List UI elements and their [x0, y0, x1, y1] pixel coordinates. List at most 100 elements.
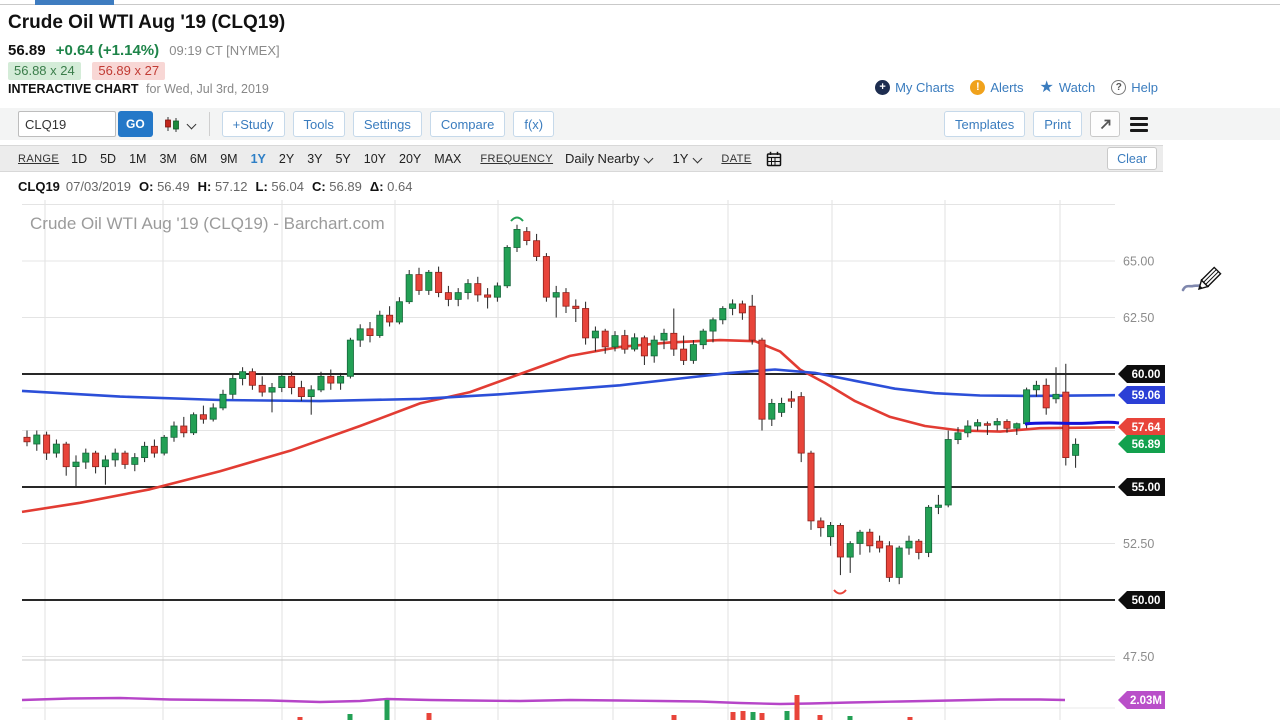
calendar-icon[interactable]	[766, 151, 782, 167]
candle-up	[268, 387, 276, 393]
candle-down	[572, 305, 580, 309]
candle-down	[199, 414, 207, 420]
candle-down	[62, 443, 70, 468]
functions-button[interactable]: f(x)	[513, 111, 555, 137]
alert-icon: !	[970, 80, 986, 95]
range-item-5d[interactable]: 5D	[100, 151, 117, 166]
settings-button[interactable]: Settings	[352, 111, 422, 137]
open-label: O:	[138, 179, 154, 194]
chart-type-dropdown[interactable]	[163, 116, 197, 133]
candle-down	[915, 540, 923, 553]
change-value: 0.64	[387, 179, 413, 194]
candle-down	[23, 436, 31, 443]
watch-label: Watch	[1058, 80, 1096, 95]
help-link[interactable]: ? Help	[1111, 80, 1158, 95]
alerts-link[interactable]: ! Alerts	[970, 80, 1024, 95]
volume-bar	[817, 715, 823, 720]
add-study-button[interactable]: +Study	[221, 111, 285, 137]
candle-up	[160, 436, 168, 454]
candle-down	[797, 396, 805, 454]
candle-down	[876, 540, 884, 549]
candle-up	[1023, 389, 1031, 425]
range-label[interactable]: RANGE	[18, 152, 60, 165]
price-badge	[1118, 478, 1165, 496]
menu-icon[interactable]	[1130, 116, 1148, 132]
tools-button[interactable]: Tools	[292, 111, 345, 137]
watch-link[interactable]: ★ Watch	[1040, 80, 1096, 96]
candle-up	[52, 443, 60, 454]
candle-up	[346, 339, 354, 377]
range-item-10y[interactable]: 10Y	[363, 151, 387, 166]
candle-down	[366, 328, 374, 336]
volume-bar	[759, 713, 765, 720]
price-chart-canvas[interactable]: Crude Oil WTI Aug '19 (CLQ19) - Barchart…	[0, 200, 1280, 720]
price-badge	[1118, 591, 1165, 609]
active-tab-indicator	[35, 0, 114, 5]
frequency-label[interactable]: FREQUENCY	[480, 152, 554, 165]
range-item-2y[interactable]: 2Y	[278, 151, 295, 166]
candle-up	[190, 414, 198, 434]
candle-up	[454, 292, 462, 300]
price-badge-text: 60.00	[1132, 369, 1161, 381]
candle-down	[621, 335, 629, 350]
quote-time: 09:19 CT [NYMEX]	[169, 43, 280, 58]
candle-up	[356, 328, 364, 341]
candle-down	[484, 294, 492, 298]
peak-marker	[510, 216, 524, 222]
candle-up	[954, 432, 962, 440]
range-item-20y[interactable]: 20Y	[399, 151, 422, 166]
range-item-1y[interactable]: 1Y	[250, 151, 266, 166]
date-label[interactable]: DATE	[721, 152, 752, 165]
range-item-max[interactable]: MAX	[434, 151, 462, 166]
go-button[interactable]: GO	[118, 111, 153, 137]
clear-button[interactable]: Clear	[1107, 147, 1157, 170]
candle-down	[787, 398, 795, 402]
volume-bar	[847, 716, 853, 720]
candle-down	[1042, 384, 1050, 409]
blue-ma-line	[21, 368, 1116, 403]
frequency-dropdown[interactable]: Daily Nearby	[565, 151, 654, 166]
candle-up	[993, 421, 1001, 426]
high-value: 57.12	[214, 179, 248, 194]
range-item-1d[interactable]: 1D	[71, 151, 88, 166]
candle-up	[934, 504, 942, 508]
candle-up	[317, 375, 325, 391]
plus-circle-icon: +	[875, 80, 891, 95]
high-label: H:	[197, 179, 212, 194]
candle-down	[807, 452, 815, 522]
compare-button[interactable]: Compare	[429, 111, 506, 137]
quick-links: + My Charts ! Alerts ★ Watch ? Help	[875, 80, 1158, 96]
range-item-3y[interactable]: 3Y	[307, 151, 323, 166]
candle-up	[111, 452, 119, 461]
open-value: 56.49	[157, 179, 190, 194]
candle-up	[660, 332, 668, 341]
ask-quote: 56.89 x 27	[92, 62, 166, 80]
symbol-input[interactable]	[18, 111, 116, 137]
candle-down	[1003, 421, 1011, 429]
candle-up	[376, 314, 384, 336]
print-button[interactable]: Print	[1033, 111, 1082, 137]
range-item-1m[interactable]: 1M	[129, 151, 147, 166]
price-badge	[1118, 365, 1165, 383]
candle-up	[307, 389, 315, 397]
candle-down	[670, 332, 678, 350]
candle-down	[297, 387, 305, 398]
range-item-6m[interactable]: 6M	[189, 151, 208, 166]
volume-bar	[750, 712, 756, 720]
price-change: +0.64 (+1.14%)	[55, 42, 160, 59]
range-item-9m[interactable]: 9M	[220, 151, 238, 166]
templates-button[interactable]: Templates	[944, 111, 1026, 137]
candle-up	[719, 308, 727, 321]
candle-down	[738, 303, 746, 314]
page-title: Crude Oil WTI Aug '19 (CLQ19)	[8, 12, 286, 33]
chevron-down-icon	[644, 153, 654, 164]
range-item-3m[interactable]: 3M	[159, 151, 177, 166]
span-dropdown[interactable]: 1Y	[672, 151, 703, 166]
price-badge-text: 57.64	[1132, 422, 1161, 434]
candle-down	[758, 339, 766, 420]
range-item-5y[interactable]: 5Y	[335, 151, 351, 166]
candle-up	[552, 292, 560, 298]
my-charts-link[interactable]: + My Charts	[875, 80, 954, 95]
candle-up	[1013, 423, 1021, 429]
popout-button[interactable]	[1090, 111, 1120, 137]
